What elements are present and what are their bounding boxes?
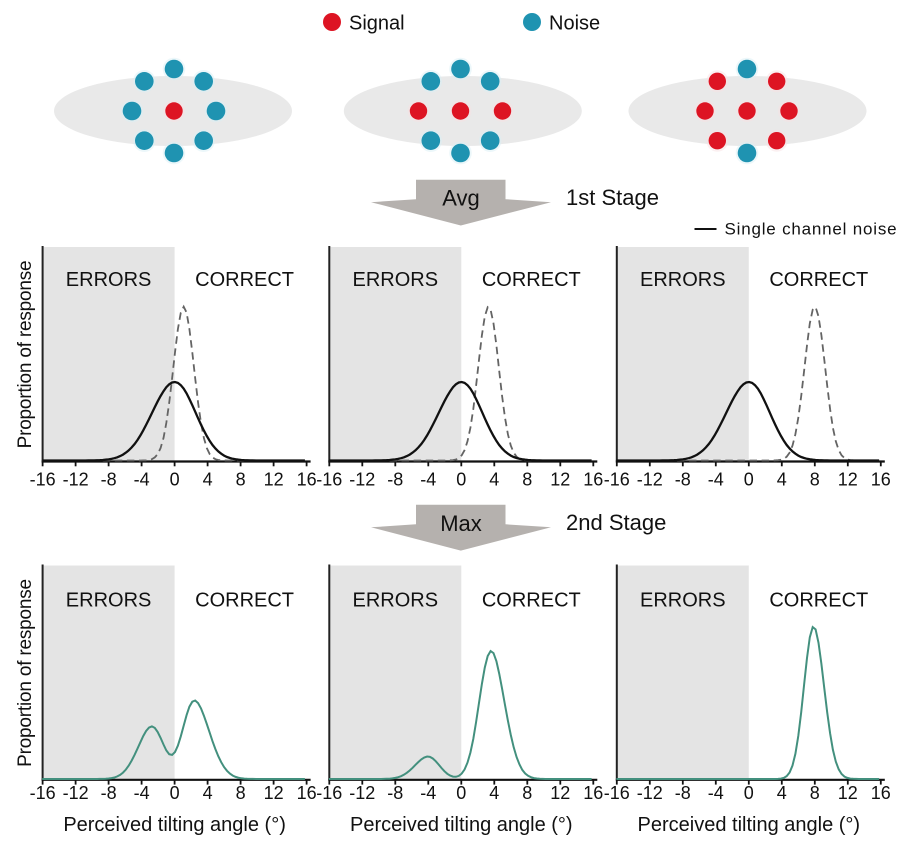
svg-text:Perceived tilting angle (°): Perceived tilting angle (°) [350,814,573,836]
svg-text:16: 16 [297,783,317,803]
svg-text:-12: -12 [349,470,375,490]
svg-text:-8: -8 [387,470,403,490]
svg-text:8: 8 [236,470,246,490]
svg-text:4: 4 [203,470,213,490]
svg-text:CORRECT: CORRECT [195,590,294,612]
svg-text:CORRECT: CORRECT [482,269,581,291]
svg-text:CORRECT: CORRECT [769,269,868,291]
svg-text:0: 0 [456,783,466,803]
svg-text:0: 0 [744,470,754,490]
svg-text:-12: -12 [63,470,89,490]
svg-text:4: 4 [203,783,213,803]
svg-text:-16: -16 [30,470,56,490]
svg-text:2nd Stage: 2nd Stage [566,510,666,535]
svg-text:4: 4 [489,783,499,803]
svg-text:CORRECT: CORRECT [195,269,294,291]
svg-text:12: 12 [838,783,858,803]
svg-text:12: 12 [550,783,570,803]
svg-text:-16: -16 [30,783,56,803]
svg-text:Proportion of response: Proportion of response [15,579,36,767]
svg-text:8: 8 [810,783,820,803]
svg-text:16: 16 [871,470,891,490]
svg-text:0: 0 [456,470,466,490]
svg-text:0: 0 [170,783,180,803]
svg-text:ERRORS: ERRORS [353,590,439,612]
svg-text:-4: -4 [420,783,436,803]
svg-text:ERRORS: ERRORS [66,269,152,291]
svg-text:0: 0 [744,783,754,803]
svg-text:4: 4 [777,470,787,490]
svg-text:-4: -4 [420,470,436,490]
svg-text:-4: -4 [708,783,724,803]
svg-text:-16: -16 [604,783,630,803]
svg-text:ERRORS: ERRORS [353,269,439,291]
svg-text:ERRORS: ERRORS [640,269,726,291]
svg-text:Perceived tilting angle (°): Perceived tilting angle (°) [63,814,286,836]
svg-text:-8: -8 [675,470,691,490]
svg-text:Noise: Noise [549,13,600,35]
svg-text:Max: Max [440,511,482,536]
svg-text:8: 8 [236,783,246,803]
svg-text:4: 4 [777,783,787,803]
svg-text:Avg: Avg [442,186,480,211]
svg-text:-4: -4 [134,470,150,490]
svg-text:12: 12 [838,470,858,490]
svg-text:8: 8 [810,470,820,490]
svg-text:-12: -12 [63,783,89,803]
svg-text:ERRORS: ERRORS [640,590,726,612]
svg-text:12: 12 [264,783,284,803]
svg-text:-4: -4 [134,783,150,803]
svg-text:Perceived tilting angle (°): Perceived tilting angle (°) [638,814,861,836]
svg-text:-8: -8 [101,470,117,490]
svg-text:-12: -12 [637,470,663,490]
svg-text:ERRORS: ERRORS [66,590,152,612]
svg-text:16: 16 [583,470,603,490]
svg-text:-8: -8 [101,783,117,803]
svg-text:1st Stage: 1st Stage [566,185,659,210]
svg-text:Proportion of response: Proportion of response [15,261,36,449]
svg-text:-16: -16 [316,470,342,490]
svg-text:16: 16 [297,470,317,490]
svg-text:-16: -16 [316,783,342,803]
svg-text:CORRECT: CORRECT [769,590,868,612]
svg-text:16: 16 [871,783,891,803]
svg-text:0: 0 [170,470,180,490]
svg-text:-12: -12 [349,783,375,803]
svg-text:8: 8 [522,783,532,803]
svg-text:12: 12 [264,470,284,490]
svg-text:-4: -4 [708,470,724,490]
svg-text:-8: -8 [387,783,403,803]
svg-text:Single channel noise: Single channel noise [725,220,898,239]
svg-text:-12: -12 [637,783,663,803]
svg-text:16: 16 [583,783,603,803]
svg-text:-8: -8 [675,783,691,803]
svg-text:12: 12 [550,470,570,490]
svg-text:8: 8 [522,470,532,490]
svg-text:Signal: Signal [349,13,405,35]
svg-text:CORRECT: CORRECT [482,590,581,612]
svg-text:4: 4 [489,470,499,490]
svg-text:-16: -16 [604,470,630,490]
